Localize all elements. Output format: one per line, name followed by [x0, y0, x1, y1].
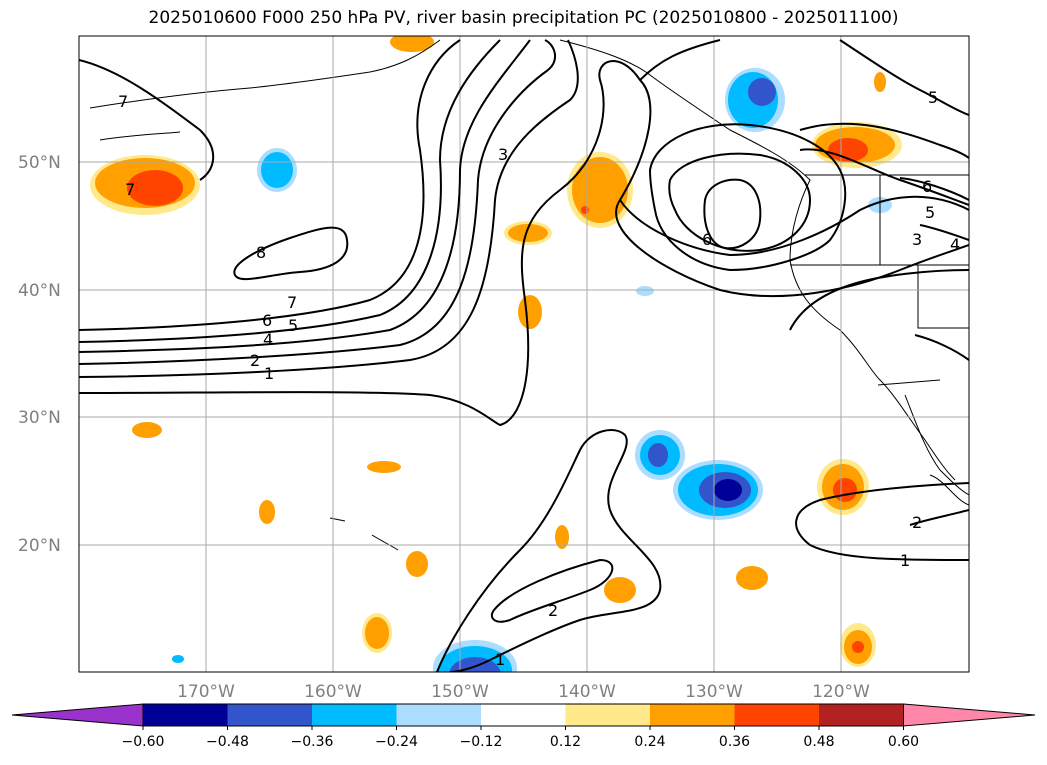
colorbar-bin [734, 704, 819, 726]
contour-label: 5 [288, 316, 298, 335]
colorbar-tick-label: 0.12 [550, 734, 581, 750]
contour-label: 5 [925, 203, 935, 222]
contour-label: 5 [928, 88, 938, 107]
contour-label: 7 [125, 180, 135, 199]
colorbar-bin [650, 704, 735, 726]
longitude-labels: 170°W 160°W 150°W 140°W 130°W 120°W [177, 682, 870, 702]
map-title: 2025010600 F000 250 hPa PV, river basin … [148, 8, 899, 28]
lat-label: 40°N [18, 281, 61, 301]
lon-label: 150°W [431, 682, 489, 702]
lat-label: 30°N [18, 408, 61, 428]
contour-label: 6 [922, 177, 932, 196]
contour-label: 4 [950, 235, 960, 254]
map-frame [78, 35, 970, 673]
colorbar-bin [481, 704, 566, 726]
contour-label: 7 [287, 293, 297, 312]
colorbar-tick-label: −0.24 [375, 734, 418, 750]
precip-shading [90, 36, 902, 672]
colorbar-tick-label: −0.12 [460, 734, 503, 750]
colorbar-tick-label: 0.24 [634, 734, 665, 750]
colorbar-tick-label: −0.36 [291, 734, 334, 750]
contour-labels: 7 8 3 7 6 5 4 2 1 7 6 5 6 5 3 4 2 1 1 2 [118, 88, 960, 669]
contour-label: 2 [912, 513, 922, 532]
contour-label: 1 [495, 650, 505, 669]
lon-label: 130°W [685, 682, 743, 702]
lon-label: 140°W [558, 682, 616, 702]
contour-label: 7 [118, 92, 128, 111]
lon-label: 170°W [177, 682, 235, 702]
colorbar-bin [227, 704, 312, 726]
colorbar-bin [565, 704, 650, 726]
coastlines [89, 39, 969, 551]
latitude-labels: 50°N 40°N 30°N 20°N [18, 153, 61, 556]
contour-label: 3 [498, 145, 508, 164]
colorbar-tick-label: 0.60 [888, 734, 919, 750]
lon-label: 120°W [812, 682, 870, 702]
contour-label: 6 [262, 311, 272, 330]
colorbar-tick-label: −0.60 [122, 734, 165, 750]
colorbar-outline [142, 703, 904, 727]
colorbar-extend-min [11, 703, 144, 727]
lat-label: 20°N [18, 536, 61, 556]
pv-contours [79, 39, 969, 672]
contour-label: 2 [250, 351, 260, 370]
colorbar-bin [396, 704, 481, 726]
contour-label: 3 [912, 230, 922, 249]
colorbar-tick-label: −0.48 [206, 734, 249, 750]
map-area [79, 36, 969, 672]
colorbar-extend-max [903, 703, 1036, 727]
contour-label: 8 [256, 243, 266, 262]
colorbar: −0.60 −0.48 −0.36 −0.24 −0.12 0.12 0.24 0.36 0.4… [11, 703, 1036, 750]
colorbar-tick-label: 0.48 [803, 734, 834, 750]
contour-label: 6 [702, 230, 712, 249]
colorbar-bin [143, 704, 228, 726]
colorbar-bin [312, 704, 397, 726]
colorbar-bin [819, 704, 904, 726]
contour-label: 1 [264, 364, 274, 383]
contour-label: 1 [900, 551, 910, 570]
colorbar-tick-label: 0.36 [719, 734, 750, 750]
contour-label: 2 [548, 601, 558, 620]
lat-label: 50°N [18, 153, 61, 173]
contour-label: 4 [263, 330, 273, 349]
lon-label: 160°W [304, 682, 362, 702]
